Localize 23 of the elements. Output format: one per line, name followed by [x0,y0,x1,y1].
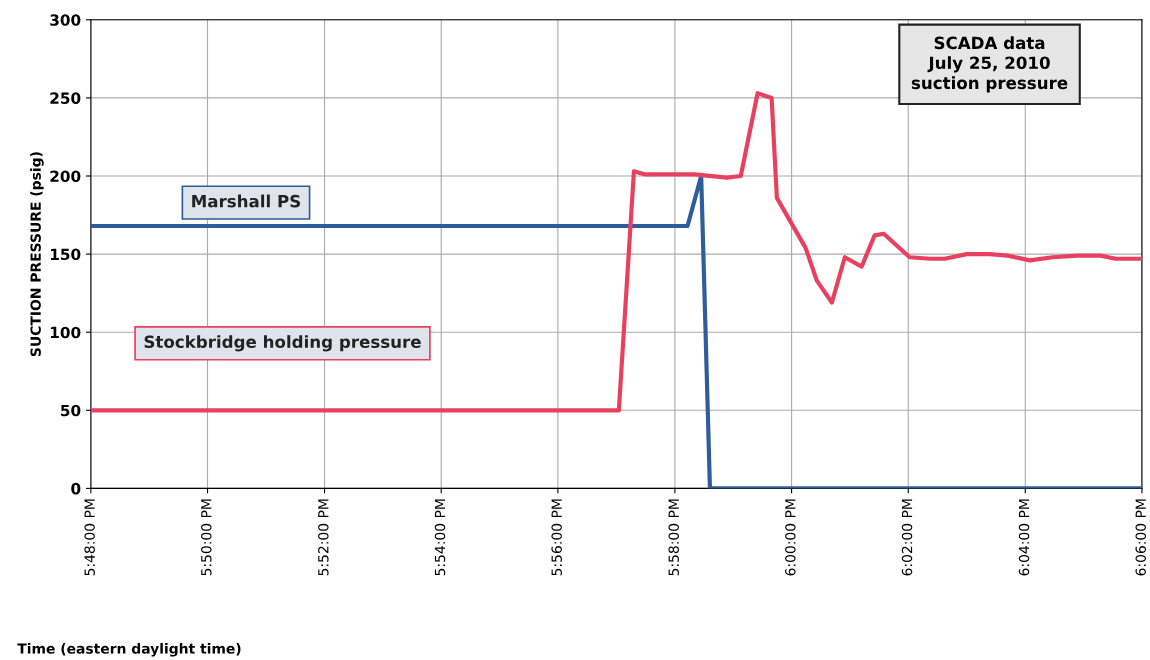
x-tick-label: 5:52:00 PM [318,499,329,576]
text: Stockbridge holding pressure [144,335,421,352]
x-tick-label: 5:48:00 PM [84,499,95,576]
y-tick-label: 0 [71,482,81,495]
y-tick-label: 250 [50,92,81,104]
y-tick-label: 200 [50,170,81,183]
x-tick-label: 5:50:00 PM [201,499,212,576]
y-axis-title: SUCTION PRESSURE (psig) [30,152,44,357]
line-series [90,91,1142,413]
y-tick-label: 100 [50,326,81,339]
annotation: SCADA data July 25, 2010 suction pressure [911,36,1068,93]
x-tick-label: 5:58:00 PM [668,499,679,576]
x-tick-label: 6:00:00 PM [785,499,796,576]
series-label: Marshall PS [192,194,301,208]
y-tick-label: 300 [50,14,81,26]
x-tick-label: 6:02:00 PM [901,499,913,576]
y-tick-label: 150 [50,248,81,261]
y-tick-label: 50 [61,404,81,417]
x-axis-title: Time (eastern daylight time) [17,643,241,657]
x-tick-label: 6:04:00 PM [1018,499,1030,576]
x-tick-label: 5:54:00 PM [434,499,446,576]
x-tick-label: 5:56:00 PM [551,499,562,576]
x-tick-label: 6:06:00 PM [1135,499,1146,576]
